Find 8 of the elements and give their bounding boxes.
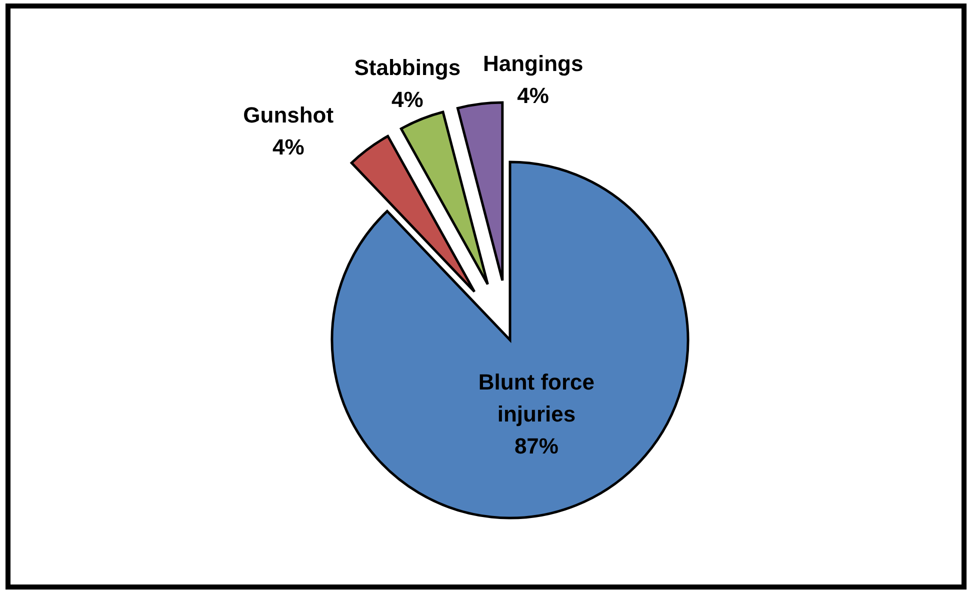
data-label: 4% [517,83,549,108]
slice-label: Blunt force injuries [478,369,595,426]
data-label: 4% [272,134,304,160]
slice-label: Hangings [482,51,584,76]
slice-label: Gunshot [243,102,334,128]
slice-label: Stabbings [354,54,461,80]
data-label: 87% [514,433,558,458]
data-label: 4% [392,86,424,112]
